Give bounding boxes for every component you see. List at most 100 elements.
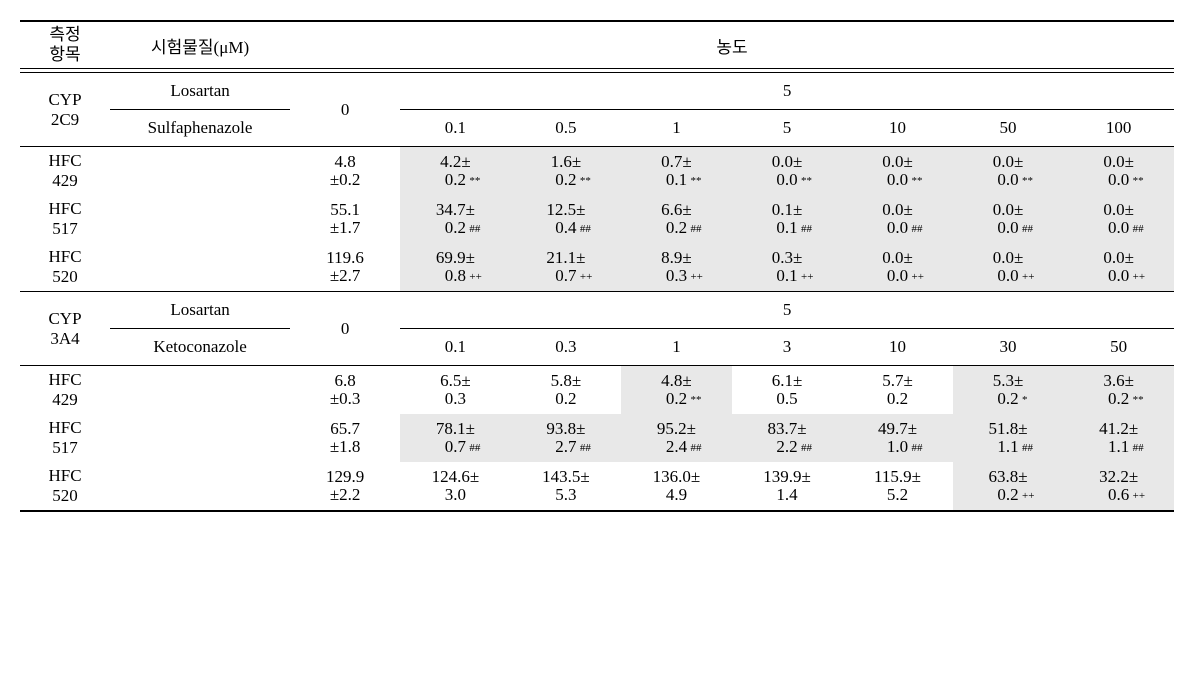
sig-marker: ** (1133, 176, 1144, 187)
data-cell: 0.0±0.0** (842, 147, 953, 196)
conc-header: 50 (1063, 329, 1174, 366)
substance-bot: Sulfaphenazole (110, 110, 290, 147)
data-cell: 83.7±2.2## (732, 414, 843, 462)
conc-header: 100 (1063, 110, 1174, 147)
data-cell: 0.0±0.0## (842, 195, 953, 243)
data-cell: 5.3±0.2* (953, 366, 1064, 415)
cyp-name: CYP3A4 (20, 292, 110, 366)
sig-marker: ++ (1022, 491, 1034, 502)
data-cell: 0.7±0.1** (621, 147, 732, 196)
data-cell: 0.0±0.0## (1063, 195, 1174, 243)
substance-top: Losartan (110, 292, 290, 329)
data-cell: 0.0±0.0++ (842, 243, 953, 292)
data-cell: 136.0±4.9 (621, 462, 732, 511)
sig-marker: ## (912, 443, 923, 454)
data-cell: 115.9±5.2 (842, 462, 953, 511)
sig-marker: ## (580, 443, 591, 454)
sig-marker: ## (1022, 224, 1033, 235)
data-cell: 6.6±0.2## (621, 195, 732, 243)
data-cell: 69.9±0.8++ (400, 243, 511, 292)
cyp-name: CYP2C9 (20, 73, 110, 147)
data-cell: 1.6±0.2** (511, 147, 622, 196)
sig-marker: ** (912, 176, 923, 187)
data-cell: 51.8±1.1## (953, 414, 1064, 462)
conc-header: 3 (732, 329, 843, 366)
data-cell: 0.0±0.0++ (1063, 243, 1174, 292)
sig-marker: ++ (469, 272, 481, 283)
sig-marker: ## (912, 224, 923, 235)
sig-marker: ++ (912, 272, 924, 283)
sig-marker: ## (690, 224, 701, 235)
data-cell: 4.8±0.2** (621, 366, 732, 415)
data-cell: 95.2±2.4## (621, 414, 732, 462)
sig-marker: ## (1022, 443, 1033, 454)
col-header-substance: 시험물질(μM) (110, 21, 290, 69)
sig-marker: ** (690, 176, 701, 187)
row-spacer (110, 195, 290, 243)
data-cell: 32.2±0.6++ (1063, 462, 1174, 511)
sig-marker: ** (1133, 395, 1144, 406)
conc-header: 5 (732, 110, 843, 147)
sig-marker: ** (580, 176, 591, 187)
data-cell: 34.7±0.2## (400, 195, 511, 243)
data-cell: 4.2±0.2** (400, 147, 511, 196)
col-header-measure: 측정 항목 (20, 21, 110, 69)
data-cell: 21.1±0.7++ (511, 243, 622, 292)
top-conc: 5 (400, 73, 1174, 110)
conc-header: 10 (842, 329, 953, 366)
sig-marker: ## (801, 224, 812, 235)
assay-table: 측정 항목 시험물질(μM) 농도 CYP2C9 Losartan 0 5 Sul… (20, 20, 1174, 512)
data-cell: 0.1±0.1## (732, 195, 843, 243)
sig-marker: ++ (1022, 272, 1034, 283)
conc-header: 0.1 (400, 110, 511, 147)
sig-marker: ## (1133, 224, 1144, 235)
sig-marker: ** (801, 176, 812, 187)
substance-top: Losartan (110, 73, 290, 110)
data-cell: 12.5±0.4## (511, 195, 622, 243)
row-name: HFC517 (20, 195, 110, 243)
data-cell: 93.8±2.7## (511, 414, 622, 462)
measure-l1: 측정 (49, 25, 80, 44)
row-name: HFC517 (20, 414, 110, 462)
data-cell: 5.8±0.2 (511, 366, 622, 415)
sig-marker: ## (690, 443, 701, 454)
conc-header: 1 (621, 329, 732, 366)
conc-header: 0.5 (511, 110, 622, 147)
row-spacer (110, 414, 290, 462)
substance-bot: Ketoconazole (110, 329, 290, 366)
row-spacer (110, 147, 290, 196)
data-cell: 0.0±0.0++ (953, 243, 1064, 292)
row-name: HFC429 (20, 366, 110, 415)
measure-l2: 항목 (49, 45, 80, 64)
baseline-cell: 4.8±0.2 (290, 147, 400, 196)
conc-header: 0.3 (511, 329, 622, 366)
data-cell: 41.2±1.1## (1063, 414, 1174, 462)
baseline-cell: 55.1±1.7 (290, 195, 400, 243)
row-name: HFC520 (20, 462, 110, 511)
data-cell: 0.0±0.0** (953, 147, 1064, 196)
col-header-concentration: 농도 (290, 21, 1174, 69)
baseline-cell: 119.6±2.7 (290, 243, 400, 292)
conc-header: 10 (842, 110, 953, 147)
data-cell: 139.9±1.4 (732, 462, 843, 511)
data-cell: 5.7±0.2 (842, 366, 953, 415)
sig-marker: ## (580, 224, 591, 235)
conc-header: 1 (621, 110, 732, 147)
conc-header: 50 (953, 110, 1064, 147)
data-cell: 3.6±0.2** (1063, 366, 1174, 415)
row-spacer (110, 462, 290, 511)
zero-col: 0 (290, 292, 400, 366)
data-cell: 6.5±0.3 (400, 366, 511, 415)
data-cell: 124.6±3.0 (400, 462, 511, 511)
sig-marker: ++ (580, 272, 592, 283)
data-cell: 0.0±0.0** (1063, 147, 1174, 196)
data-cell: 8.9±0.3++ (621, 243, 732, 292)
data-cell: 6.1±0.5 (732, 366, 843, 415)
sig-marker: ** (1022, 176, 1033, 187)
conc-header: 0.1 (400, 329, 511, 366)
baseline-cell: 6.8±0.3 (290, 366, 400, 415)
sig-marker: ** (469, 176, 480, 187)
row-spacer (110, 243, 290, 292)
row-name: HFC520 (20, 243, 110, 292)
sig-marker: * (1022, 395, 1028, 406)
